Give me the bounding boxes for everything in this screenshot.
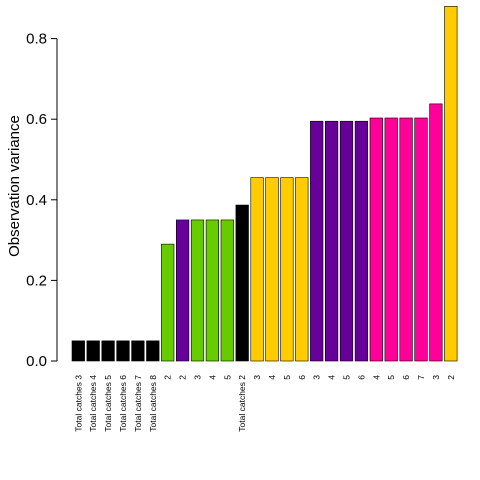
bar [190,219,205,362]
bar [414,117,428,362]
x-tick-label: Total catches 4 [88,375,98,432]
x-tick-label: 4 [327,375,337,380]
x-tick-label: 7 [416,375,426,380]
x-tick-label: Total catches 7 [133,375,143,432]
x-tick-label: 2 [446,375,456,380]
bar [86,340,100,362]
y-tick-label: 0.4 [26,192,47,209]
bar [399,117,413,362]
x-tick-label: Total catches 3 [73,375,83,432]
x-tick-label: Total catches 6 [118,375,128,432]
bar [354,120,369,362]
bar [71,340,85,362]
x-tick-label: 6 [356,375,366,380]
x-tick-label: 2 [163,375,173,380]
x-tick-label: 3 [252,375,262,380]
bars [71,6,458,362]
x-tick-label: 5 [282,375,292,380]
x-tick-label: 3 [431,375,441,380]
x-tick-label: 6 [401,375,411,380]
y-tick-label: 0.2 [26,272,47,289]
y-tick-label: 0.0 [26,353,47,370]
x-tick-label: 3 [312,375,322,380]
x-tick-label: 5 [342,375,352,380]
bar [205,219,220,362]
bar [369,117,383,362]
y-axis-label: Observation variance [6,115,23,257]
bar [176,219,190,362]
bar [220,219,234,362]
bar [161,243,175,362]
x-tick-label: 5 [222,375,232,380]
y-axis: 0.0 0.2 0.4 0.6 0.8 [26,31,58,370]
bar [131,340,145,362]
x-tick-label: Total catches 5 [103,375,113,432]
bar [235,204,249,362]
bar [384,117,398,362]
bar [101,340,115,362]
y-tick-label: 0.8 [26,31,47,48]
x-tick-label: 4 [207,375,217,380]
bar [444,6,458,362]
x-tick-labels: Total catches 3 Total catches 4 Total catc… [73,375,456,432]
x-tick-label: Total catches 2 [237,375,247,432]
x-tick-label: Total catches 8 [148,375,158,432]
bar [250,177,264,362]
bar [265,177,279,362]
bar [116,340,130,362]
x-tick-label: 5 [386,375,396,380]
y-tick-label: 0.6 [26,111,47,128]
x-tick-label: 4 [371,375,381,380]
bar [295,177,309,362]
x-tick-label: 4 [267,375,277,380]
bar [146,340,160,362]
bar [280,177,294,362]
bar [324,120,339,362]
x-tick-label: 3 [193,375,203,380]
bar [339,120,354,362]
x-tick-label: 6 [297,375,307,380]
bar [310,120,324,362]
x-tick-label: 2 [178,375,188,380]
bar [429,103,443,362]
